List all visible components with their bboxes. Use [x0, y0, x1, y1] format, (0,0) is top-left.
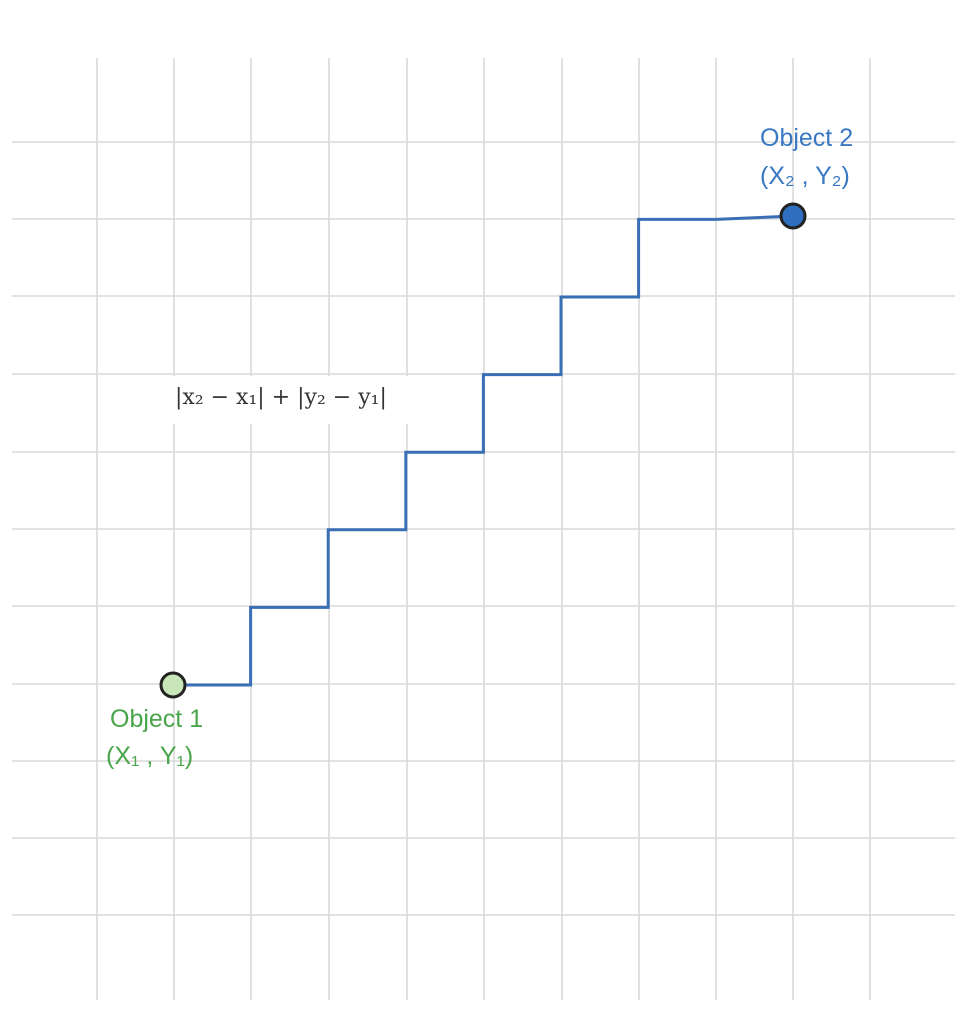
- object-1-label: Object 1: [110, 705, 203, 733]
- object-2-point: [779, 202, 807, 230]
- object-1-coordinates: (X₁ , Y₁): [106, 742, 193, 770]
- formula-background: [168, 376, 408, 424]
- manhattan-path: [171, 214, 795, 687]
- object-2-coordinates: (X₂ , Y₂): [760, 162, 850, 190]
- object-1-point: [159, 671, 187, 699]
- grid: [12, 58, 955, 1000]
- formula-label: |x₂ − x₁| + |y₂ − y₁|: [175, 385, 387, 410]
- object-2-label: Object 2: [760, 124, 853, 152]
